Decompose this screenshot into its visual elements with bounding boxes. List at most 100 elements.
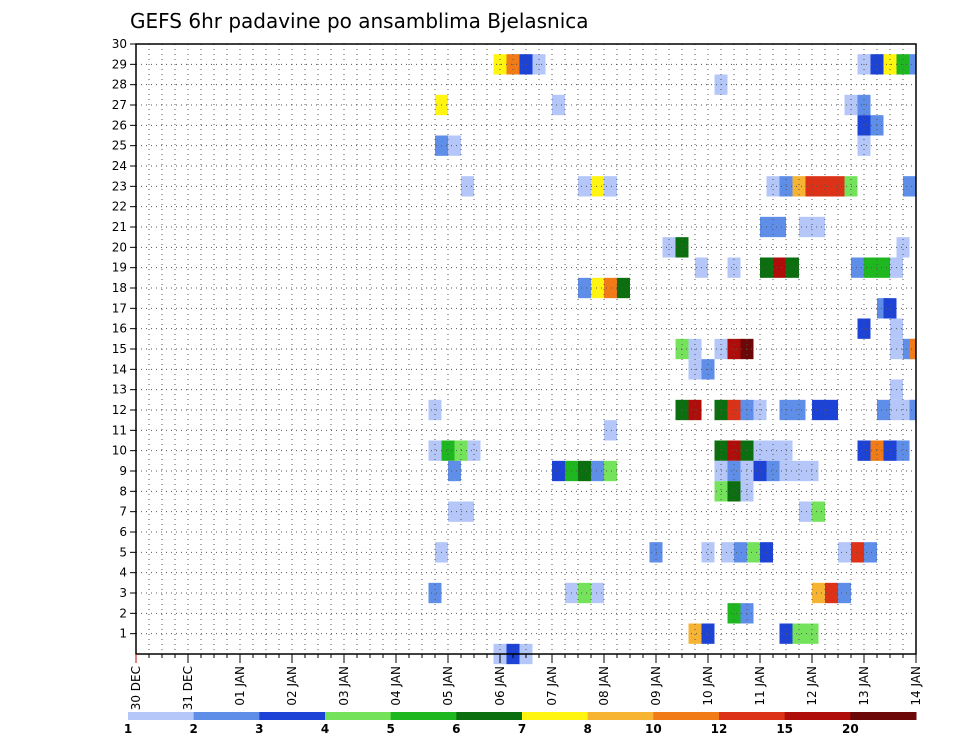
x-tick-label: 01 JAN <box>233 666 247 706</box>
colorbar-label: 10 <box>645 722 662 736</box>
colorbar-swatch <box>193 712 260 720</box>
x-tick-label: 07 JAN <box>545 666 559 706</box>
colorbar-swatch <box>259 712 326 720</box>
colorbar-label: 12 <box>711 722 728 736</box>
y-tick-label: 2 <box>119 606 127 620</box>
heatmap-cell <box>721 542 734 563</box>
x-tick-label: 03 JAN <box>337 666 351 706</box>
heatmap-cell <box>857 440 871 461</box>
heatmap-cell <box>701 623 715 644</box>
y-tick-label: 16 <box>112 322 127 336</box>
heatmap-cell <box>448 501 461 522</box>
y-tick-label: 24 <box>112 159 127 173</box>
heatmap-cell <box>838 582 851 604</box>
colorbar-label: 1 <box>124 722 132 736</box>
heatmap-cell <box>578 460 591 482</box>
y-tick-label: 9 <box>119 464 127 478</box>
heatmap-cell <box>851 542 864 563</box>
y-tick-label: 18 <box>112 281 127 295</box>
heatmap-cell <box>604 420 617 441</box>
y-tick-label: 3 <box>119 586 127 600</box>
colorbar-swatch <box>325 712 392 720</box>
colorbar-swatch <box>522 712 589 720</box>
heatmap-cell <box>428 440 442 461</box>
y-tick-label: 6 <box>119 525 127 539</box>
heatmap-cell <box>812 399 825 421</box>
heatmap-cell <box>857 318 871 339</box>
heatmap-cell <box>727 481 741 502</box>
heatmap-cell <box>727 440 741 461</box>
heatmap-cell <box>883 440 897 461</box>
heatmap-cell <box>909 54 916 75</box>
heatmap-cell <box>766 440 780 461</box>
heatmap-cell <box>753 440 767 461</box>
x-tick-label: 08 JAN <box>597 666 611 706</box>
y-tick-label: 25 <box>112 139 127 153</box>
heatmap-cell <box>792 460 806 482</box>
chart-title: GEFS 6hr padavine po ansamblima Bjelasni… <box>130 9 589 33</box>
heatmap-cell <box>792 623 806 644</box>
grid-lines <box>136 44 916 654</box>
heatmap-cell <box>903 176 916 197</box>
colorbar-swatch <box>456 712 523 720</box>
heatmap-cell <box>786 257 799 278</box>
heatmap-cell <box>467 440 481 461</box>
y-tick-label: 5 <box>119 545 127 559</box>
colorbar-label: 4 <box>321 722 329 736</box>
colorbar-swatch <box>784 712 851 720</box>
y-tick-label: 17 <box>112 301 127 315</box>
heatmap-cell <box>604 460 617 482</box>
y-tick-label: 28 <box>112 78 127 92</box>
heatmap-cell <box>883 298 897 319</box>
colorbar-label: 7 <box>518 722 526 736</box>
y-tick-label: 19 <box>112 261 127 275</box>
heatmap-cell <box>857 115 871 136</box>
y-tick-label: 12 <box>112 403 127 417</box>
heatmap-cell <box>818 176 832 197</box>
y-tick-label: 10 <box>112 444 127 458</box>
heatmap-cell <box>591 176 604 197</box>
y-tick-label: 7 <box>119 505 127 519</box>
heatmap-cell <box>448 460 461 482</box>
heatmap-cell <box>441 440 455 461</box>
heatmap-cell <box>591 460 604 482</box>
heatmap-cell <box>766 176 780 197</box>
colorbar-swatch <box>653 712 720 720</box>
y-tick-label: 26 <box>112 118 127 132</box>
heatmap-cell <box>753 460 767 482</box>
x-tick-label: 02 JAN <box>285 666 299 706</box>
x-tick-label: 06 JAN <box>493 666 507 706</box>
heatmap-cell <box>877 399 890 421</box>
heatmap-cell <box>864 257 877 278</box>
heatmap-cell <box>727 257 741 278</box>
heatmap-cell <box>448 135 461 156</box>
y-tick-label: 8 <box>119 484 127 498</box>
y-tick-label: 1 <box>119 627 127 641</box>
heatmap-cell <box>578 176 591 197</box>
colorbar-label: 6 <box>452 722 460 736</box>
y-tick-label: 23 <box>112 179 127 193</box>
heatmap-cell <box>831 176 845 197</box>
heatmap-cell <box>688 623 702 644</box>
y-axis: 1234567891011121314151617181920212223242… <box>112 37 136 641</box>
x-tick-label: 09 JAN <box>649 666 663 706</box>
x-axis: 30 DEC 31 DEC 01 JAN 02 JAN 03 JAN 04 JAN 05 J… <box>129 654 923 710</box>
heatmap-cell <box>591 582 604 604</box>
heatmap-cell <box>552 94 565 116</box>
heatmap-cell <box>857 135 871 156</box>
y-tick-label: 30 <box>112 37 127 51</box>
heatmap-cell <box>662 237 676 258</box>
x-tick-label: 05 JAN <box>441 666 455 706</box>
colorbar-swatch <box>850 712 917 720</box>
heatmap-cell <box>812 582 825 604</box>
y-tick-label: 27 <box>112 98 127 112</box>
y-tick-label: 11 <box>112 423 127 437</box>
heatmap-cell <box>896 237 910 258</box>
y-tick-label: 14 <box>112 362 127 376</box>
colorbar-label: 2 <box>189 722 197 736</box>
heatmap-cell <box>578 277 591 299</box>
heatmap-cell <box>461 176 474 197</box>
heatmap-cell <box>747 542 760 563</box>
colorbar-label: 8 <box>583 722 591 736</box>
